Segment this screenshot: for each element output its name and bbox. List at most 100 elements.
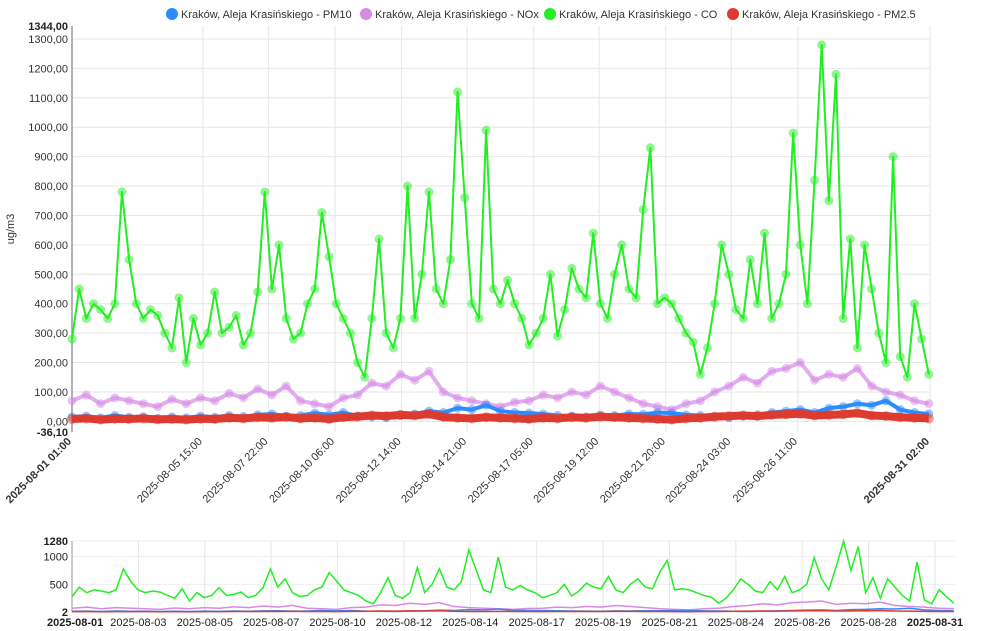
data-point[interactable] — [802, 299, 812, 309]
data-point[interactable] — [617, 240, 627, 250]
data-point[interactable] — [110, 393, 120, 403]
data-point[interactable] — [666, 414, 677, 425]
data-point[interactable] — [274, 240, 284, 250]
data-point[interactable] — [253, 384, 263, 394]
data-point[interactable] — [652, 414, 663, 425]
data-point[interactable] — [409, 410, 420, 421]
data-point[interactable] — [852, 343, 862, 353]
data-point[interactable] — [710, 387, 720, 397]
data-point[interactable] — [538, 412, 549, 423]
data-point[interactable] — [667, 299, 677, 309]
data-point[interactable] — [838, 313, 848, 323]
data-point[interactable] — [610, 387, 620, 397]
data-point[interactable] — [560, 305, 570, 315]
data-point[interactable] — [152, 414, 163, 425]
data-point[interactable] — [374, 234, 384, 244]
data-point[interactable] — [267, 390, 277, 400]
data-point[interactable] — [523, 414, 534, 425]
data-point[interactable] — [581, 412, 592, 423]
data-point[interactable] — [438, 299, 448, 309]
data-point[interactable] — [852, 363, 862, 373]
data-point[interactable] — [181, 399, 191, 409]
data-point[interactable] — [917, 334, 927, 344]
data-point[interactable] — [631, 293, 641, 303]
data-point[interactable] — [767, 366, 777, 376]
data-point[interactable] — [695, 369, 705, 379]
data-point[interactable] — [910, 396, 920, 406]
data-point[interactable] — [210, 287, 220, 297]
data-point[interactable] — [103, 313, 113, 323]
data-point[interactable] — [267, 284, 277, 294]
data-point[interactable] — [188, 313, 198, 323]
data-point[interactable] — [695, 412, 706, 423]
data-point[interactable] — [710, 299, 720, 309]
data-point[interactable] — [246, 328, 256, 338]
data-point[interactable] — [553, 331, 563, 341]
data-point[interactable] — [467, 299, 477, 309]
data-point[interactable] — [795, 408, 806, 419]
data-point[interactable] — [495, 412, 506, 423]
data-point[interactable] — [517, 313, 527, 323]
data-point[interactable] — [624, 393, 634, 403]
data-point[interactable] — [880, 411, 891, 422]
data-point[interactable] — [895, 390, 905, 400]
data-point[interactable] — [881, 358, 891, 368]
data-point[interactable] — [624, 284, 634, 294]
data-point[interactable] — [752, 299, 762, 309]
data-point[interactable] — [174, 293, 184, 303]
data-point[interactable] — [481, 412, 492, 423]
data-point[interactable] — [724, 269, 734, 279]
data-point[interactable] — [860, 240, 870, 250]
data-point[interactable] — [888, 152, 898, 162]
data-point[interactable] — [410, 375, 420, 385]
data-point[interactable] — [460, 193, 470, 203]
data-point[interactable] — [824, 196, 834, 206]
data-point[interactable] — [810, 175, 820, 185]
data-point[interactable] — [166, 414, 177, 425]
legend-item[interactable]: Kraków, Aleja Krasińskiego - CO — [544, 8, 718, 21]
data-point[interactable] — [67, 396, 77, 406]
data-point[interactable] — [924, 369, 934, 379]
data-point[interactable] — [581, 390, 591, 400]
data-point[interactable] — [795, 240, 805, 250]
data-point[interactable] — [95, 414, 106, 425]
data-point[interactable] — [453, 393, 463, 403]
data-point[interactable] — [767, 313, 777, 323]
data-point[interactable] — [531, 328, 541, 338]
data-point[interactable] — [924, 399, 934, 409]
data-point[interactable] — [874, 328, 884, 338]
legend-item[interactable]: Kraków, Aleja Krasińskiego - NOx — [360, 8, 539, 21]
data-point[interactable] — [495, 406, 505, 416]
data-point[interactable] — [781, 363, 791, 373]
data-point[interactable] — [260, 187, 270, 197]
data-point[interactable] — [681, 413, 692, 424]
data-point[interactable] — [67, 334, 77, 344]
data-point[interactable] — [817, 40, 827, 50]
data-point[interactable] — [810, 375, 820, 385]
data-point[interactable] — [702, 343, 712, 353]
data-point[interactable] — [124, 396, 134, 406]
data-point[interactable] — [567, 387, 577, 397]
data-point[interactable] — [774, 299, 784, 309]
data-point[interactable] — [717, 240, 727, 250]
data-point[interactable] — [395, 369, 405, 379]
data-point[interactable] — [823, 409, 834, 420]
data-point[interactable] — [838, 402, 848, 412]
data-point[interactable] — [688, 337, 698, 347]
data-point[interactable] — [566, 412, 577, 423]
data-point[interactable] — [196, 340, 206, 350]
data-point[interactable] — [467, 396, 477, 406]
data-point[interactable] — [609, 412, 620, 423]
data-point[interactable] — [788, 128, 798, 138]
data-point[interactable] — [488, 284, 498, 294]
data-point[interactable] — [574, 284, 584, 294]
data-point[interactable] — [610, 269, 620, 279]
data-point[interactable] — [824, 403, 834, 413]
data-point[interactable] — [588, 228, 598, 238]
data-point[interactable] — [452, 412, 463, 423]
data-point[interactable] — [153, 402, 163, 412]
data-point[interactable] — [88, 299, 98, 309]
data-point[interactable] — [381, 381, 391, 391]
data-point[interactable] — [781, 409, 792, 420]
